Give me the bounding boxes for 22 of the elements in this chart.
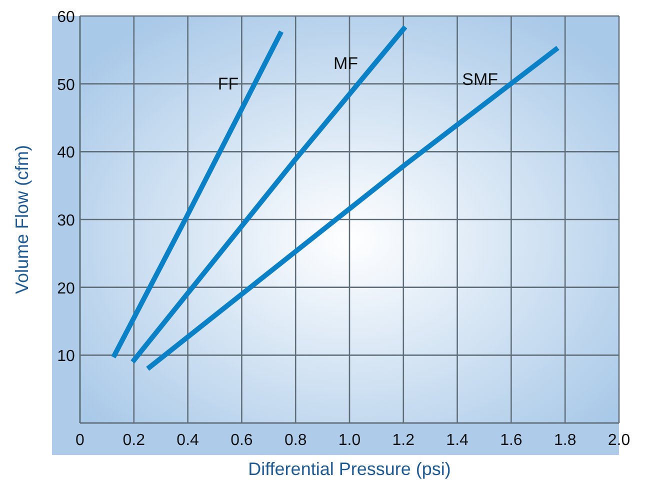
x-tick-label: 0.4 bbox=[176, 432, 200, 449]
x-tick-label: 0.8 bbox=[284, 432, 307, 449]
x-tick-label: 1.2 bbox=[392, 432, 415, 449]
series-label: FF bbox=[218, 74, 239, 94]
x-tick-label: 1.0 bbox=[338, 432, 361, 449]
series-label: SMF bbox=[462, 70, 498, 89]
y-tick-label: 40 bbox=[57, 144, 75, 162]
y-tick-label: 10 bbox=[57, 348, 75, 366]
x-tick-label: 0.6 bbox=[230, 432, 253, 449]
x-tick-label: 2.0 bbox=[608, 432, 630, 449]
x-tick-label: 0 bbox=[76, 432, 85, 449]
y-tick-label: 20 bbox=[57, 280, 75, 298]
x-tick-label: 1.4 bbox=[446, 432, 469, 449]
y-tick-label: 30 bbox=[57, 212, 75, 230]
y-tick-label: 50 bbox=[57, 76, 75, 94]
series-label: MF bbox=[334, 54, 358, 73]
x-tick-label: 1.6 bbox=[500, 432, 522, 449]
x-tick-label: 1.8 bbox=[554, 432, 576, 449]
x-tick-label: 0.2 bbox=[122, 432, 146, 449]
x-axis-title: Differential Pressure (psi) bbox=[248, 459, 451, 479]
y-tick-label: 60 bbox=[57, 9, 75, 26]
y-axis-title: Volume Flow (cfm) bbox=[12, 144, 32, 294]
